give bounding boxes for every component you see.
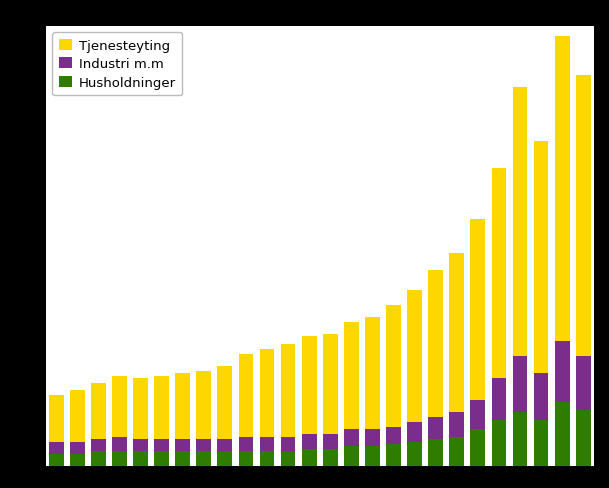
- Bar: [49, 454, 63, 466]
- Bar: [491, 168, 506, 378]
- Bar: [133, 439, 148, 451]
- Bar: [344, 429, 359, 447]
- Bar: [133, 378, 148, 439]
- Bar: [133, 451, 148, 466]
- Bar: [407, 290, 422, 422]
- Bar: [259, 349, 275, 437]
- Bar: [49, 442, 63, 454]
- Bar: [91, 383, 106, 439]
- Bar: [302, 434, 317, 449]
- Bar: [112, 437, 127, 451]
- Bar: [533, 420, 549, 466]
- Bar: [513, 356, 527, 412]
- Bar: [513, 88, 527, 356]
- Bar: [281, 451, 295, 466]
- Bar: [555, 403, 569, 466]
- Bar: [217, 451, 232, 466]
- Bar: [70, 390, 85, 442]
- Bar: [428, 271, 443, 417]
- Bar: [386, 427, 401, 444]
- Bar: [513, 412, 527, 466]
- Bar: [344, 447, 359, 466]
- Bar: [196, 439, 211, 451]
- Bar: [323, 434, 337, 449]
- Bar: [196, 371, 211, 439]
- Bar: [302, 449, 317, 466]
- Bar: [449, 412, 464, 437]
- Bar: [470, 220, 485, 400]
- Bar: [555, 37, 569, 342]
- Bar: [196, 451, 211, 466]
- Bar: [555, 342, 569, 403]
- Bar: [533, 142, 549, 373]
- Bar: [386, 305, 401, 427]
- Bar: [323, 334, 337, 434]
- Bar: [407, 442, 422, 466]
- Bar: [154, 439, 169, 451]
- Bar: [154, 451, 169, 466]
- Bar: [70, 442, 85, 454]
- Bar: [70, 454, 85, 466]
- Bar: [281, 437, 295, 451]
- Bar: [323, 449, 337, 466]
- Bar: [91, 439, 106, 451]
- Bar: [239, 451, 253, 466]
- Bar: [281, 344, 295, 437]
- Bar: [533, 373, 549, 420]
- Bar: [175, 439, 190, 451]
- Bar: [449, 254, 464, 412]
- Bar: [344, 322, 359, 429]
- Bar: [365, 317, 380, 429]
- Bar: [49, 395, 63, 442]
- Bar: [112, 376, 127, 437]
- Bar: [239, 437, 253, 451]
- Bar: [428, 417, 443, 439]
- Bar: [576, 76, 591, 356]
- Bar: [428, 439, 443, 466]
- Bar: [386, 444, 401, 466]
- Bar: [576, 356, 591, 410]
- Bar: [217, 366, 232, 439]
- Bar: [491, 378, 506, 420]
- Bar: [470, 400, 485, 429]
- Bar: [259, 437, 275, 451]
- Bar: [449, 437, 464, 466]
- Bar: [217, 439, 232, 451]
- Bar: [154, 376, 169, 439]
- Bar: [491, 420, 506, 466]
- Bar: [175, 451, 190, 466]
- Bar: [239, 354, 253, 437]
- Bar: [302, 337, 317, 434]
- Bar: [365, 429, 380, 447]
- Bar: [365, 447, 380, 466]
- Bar: [470, 429, 485, 466]
- Legend: Tjenesteyting, Industri m.m, Husholdninger: Tjenesteyting, Industri m.m, Husholdning…: [52, 33, 182, 96]
- Bar: [175, 373, 190, 439]
- Bar: [259, 451, 275, 466]
- Bar: [112, 451, 127, 466]
- Bar: [407, 422, 422, 442]
- Bar: [576, 410, 591, 466]
- Bar: [91, 451, 106, 466]
